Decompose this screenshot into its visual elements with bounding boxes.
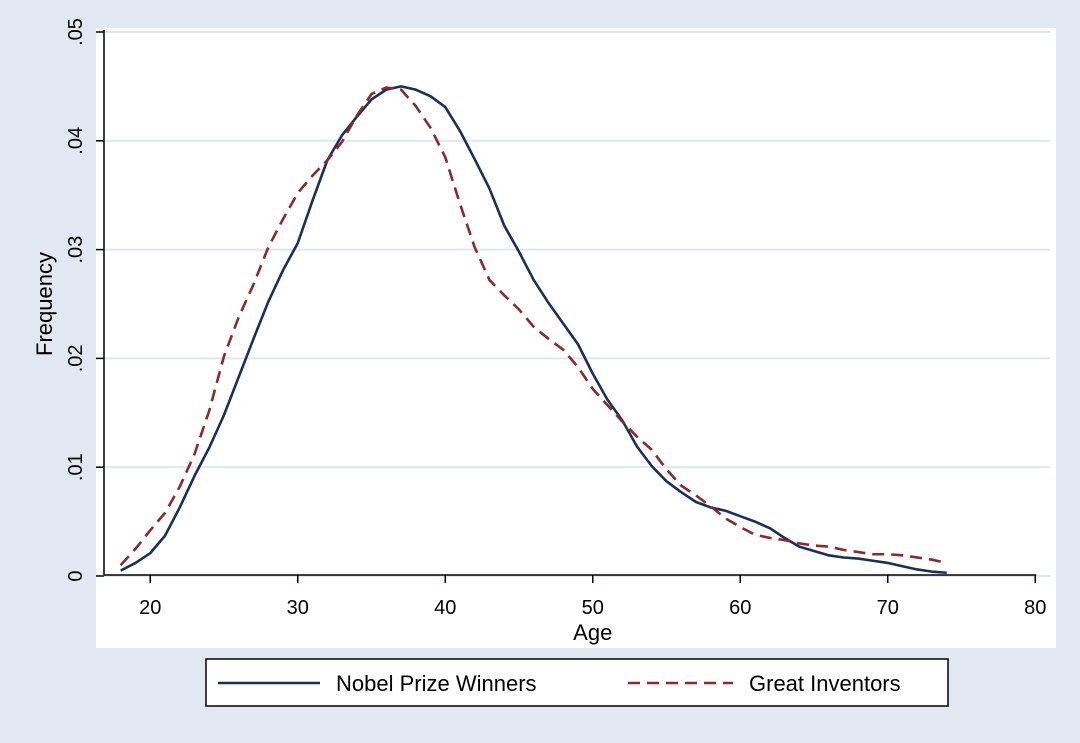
x-axis-ticks: 20 30 40 50 60 70 80: [139, 575, 1046, 619]
legend: Nobel Prize Winners Great Inventors: [205, 658, 949, 707]
y-axis-ticks: 0 .01 .02 .03 .04 .05: [65, 18, 104, 582]
legend-label: Nobel Prize Winners: [336, 671, 537, 696]
x-tick-label: 80: [1024, 597, 1046, 619]
series-layer: [119, 85, 948, 575]
x-tick-label: 50: [582, 597, 604, 619]
grid-lines: [104, 31, 1050, 577]
y-tick-label: .01: [65, 453, 87, 481]
x-tick-label: 40: [434, 597, 456, 619]
legend-label: Great Inventors: [749, 671, 901, 696]
x-tick-label: 20: [139, 597, 161, 619]
series-line-nobel-prize-winners: [120, 85, 947, 575]
y-tick-label: .04: [65, 127, 87, 155]
y-tick-label: .03: [65, 236, 87, 264]
x-tick-label: 30: [287, 597, 309, 619]
x-tick-label: 70: [877, 597, 899, 619]
plot-background: [96, 28, 1056, 648]
y-tick-label: .05: [65, 18, 87, 46]
legend-box: [205, 658, 949, 707]
y-tick-label: .02: [65, 344, 87, 372]
x-tick-label: 60: [729, 597, 751, 619]
series-line-great-inventors: [119, 86, 948, 566]
y-axis-title: Frequency: [32, 252, 57, 356]
y-tick-label: 0: [65, 570, 87, 581]
x-axis-title: Age: [573, 620, 612, 645]
